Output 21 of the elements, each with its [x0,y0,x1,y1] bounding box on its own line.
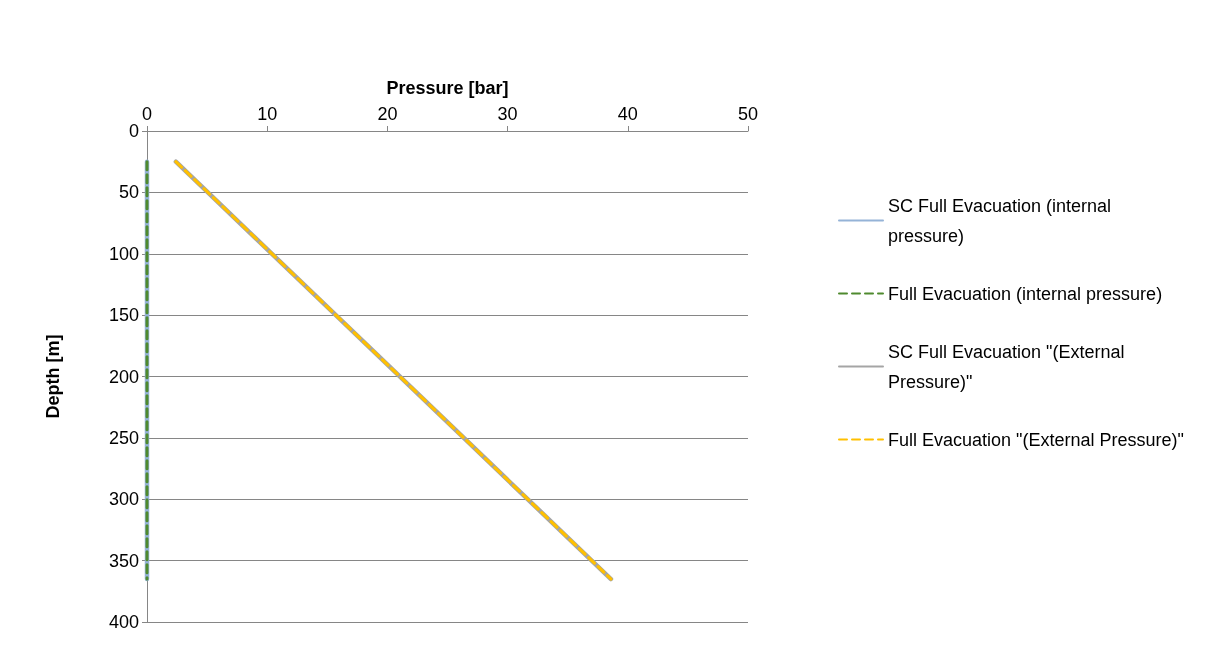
x-tick-label: 0 [141,104,153,124]
y-tick-label: 0 [128,121,139,141]
y-tick-label: 150 [108,305,139,326]
y-axis-title: Depth [m] [43,334,63,419]
x-tick-label: 10 [257,104,278,124]
x-axis-title: Pressure [bar] [386,78,509,98]
y-tick-label: 400 [108,612,139,632]
x-tick-label: 40 [617,104,638,124]
legend-label: SC Full Evacuation (internal pressure) [888,195,1117,246]
legend-label: SC Full Evacuation "(External Pressure)" [888,341,1130,392]
x-tick-label: 20 [377,104,398,124]
legend-label: Full Evacuation (internal pressure) [888,283,1163,304]
x-tick-label: 30 [497,104,518,124]
x-tick-label: 50 [737,104,759,124]
y-tick-label: 50 [118,182,139,203]
y-tick-label: 250 [108,427,139,448]
y-tick-label: 300 [108,489,139,510]
y-tick-label: 350 [108,550,139,571]
legend-label: Full Evacuation "(External Pressure)" [888,429,1184,450]
y-tick-label: 200 [108,366,139,387]
y-tick-label: 100 [108,243,139,264]
